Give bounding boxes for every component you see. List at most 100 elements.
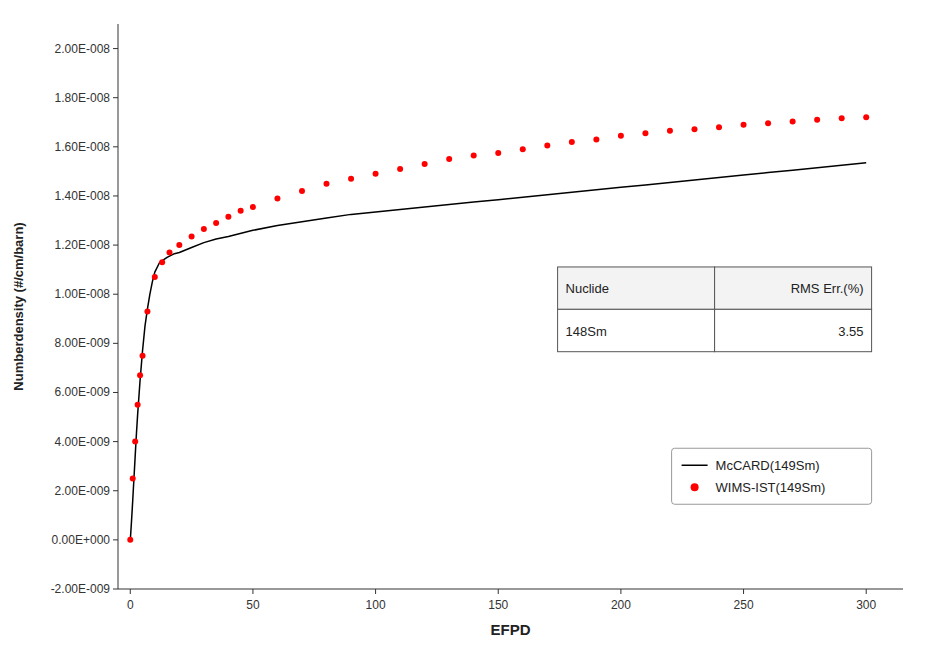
x-tick [252,589,253,594]
data-point [238,208,244,214]
y-tick [113,97,118,98]
y-tick-label: 1.80E-008 [55,91,111,105]
y-tick [113,245,118,246]
x-tick [866,589,867,594]
x-tick-label: 300 [856,598,876,612]
y-tick-label: 8.00E-009 [55,336,111,350]
y-axis-line [118,24,119,589]
y-tick-label: 1.60E-008 [55,140,111,154]
data-point [135,402,141,408]
data-point [250,204,256,210]
x-axis-label: EFPD [490,621,530,638]
data-point [765,120,771,126]
x-tick-label: 100 [366,598,386,612]
x-tick-label: 250 [734,598,754,612]
data-point [152,274,158,280]
data-point [225,214,231,220]
y-tick [113,441,118,442]
y-tick-label: 0.00E+000 [52,533,111,547]
data-point [299,188,305,194]
data-point [471,152,477,158]
y-tick [113,539,118,540]
data-point [691,126,697,132]
data-point [397,166,403,172]
y-tick [113,195,118,196]
table-value: 148Sm [566,324,607,339]
x-tick-label: 200 [611,598,631,612]
axes: 0 50 100 150 200 250 300 -2.00E-009 0.00E+000 2.0… [51,24,903,612]
y-tick-label: -2.00E-009 [51,582,111,596]
table-cell [715,309,872,351]
x-tick [743,589,744,594]
data-point [667,128,673,134]
chart: 0 50 100 150 200 250 300 -2.00E-009 0.00E+000 2.0… [0,0,927,651]
data-point [642,130,648,136]
data-point [618,133,624,139]
y-axis-label: Numberdensity (#/cm/barn) [11,222,26,390]
x-tick [620,589,621,594]
x-tick-label: 150 [488,598,508,612]
table-cell [558,309,715,351]
y-tick [113,343,118,344]
x-tick-label: 0 [127,598,134,612]
table-header: Nuclide [566,281,609,296]
y-tick-label: 2.00E-008 [55,42,111,56]
data-point [159,259,165,265]
y-tick-label: 1.00E-008 [55,287,111,301]
data-point [839,115,845,121]
data-point [814,117,820,123]
data-point [422,161,428,167]
y-tick [113,146,118,147]
data-point [137,372,143,378]
data-point [520,146,526,152]
y-tick [113,589,118,590]
data-point [446,156,452,162]
table-header: RMS Err.(%) [791,281,864,296]
x-axis-line [118,589,903,590]
y-tick-label: 1.20E-008 [55,238,111,252]
y-tick-label: 1.40E-008 [55,189,111,203]
data-point [189,233,195,239]
data-point [274,195,280,201]
legend-symbol [682,465,708,467]
y-tick [113,294,118,295]
data-point [495,150,501,156]
data-point [176,242,182,248]
data-point [863,114,869,120]
data-point [130,475,136,481]
data-point [348,176,354,182]
y-tick-label: 6.00E-009 [55,385,111,399]
data-point [741,122,747,128]
y-tick [113,392,118,393]
legend-label: McCARD(149Sm) [716,458,820,473]
data-point [132,439,138,445]
data-point [716,124,722,130]
data-point [167,249,173,255]
y-tick [113,48,118,49]
legend-symbol [691,483,699,491]
data-point [324,181,330,187]
data-point [544,143,550,149]
table-cell [715,267,872,309]
data-point [569,139,575,145]
y-tick-label: 2.00E-009 [55,484,111,498]
data-point [213,220,219,226]
data-point [790,119,796,125]
x-tick-label: 50 [246,598,260,612]
x-tick [130,589,131,594]
y-tick-label: 4.00E-009 [55,435,111,449]
x-tick [375,589,376,594]
data-point [140,353,146,359]
x-tick [498,589,499,594]
data-point [593,136,599,142]
table-value: 3.55 [838,324,863,339]
data-point [373,171,379,177]
legend: McCARD(149Sm) WIMS-IST(149Sm) [672,448,872,504]
data-point [201,226,207,232]
legend-box [672,448,872,504]
y-tick [113,490,118,491]
data-point [144,308,150,314]
table: Nuclide RMS Err.(%) 148Sm 3.55 [558,267,872,352]
legend-label: WIMS-IST(149Sm) [716,480,826,495]
data-point [127,537,133,543]
